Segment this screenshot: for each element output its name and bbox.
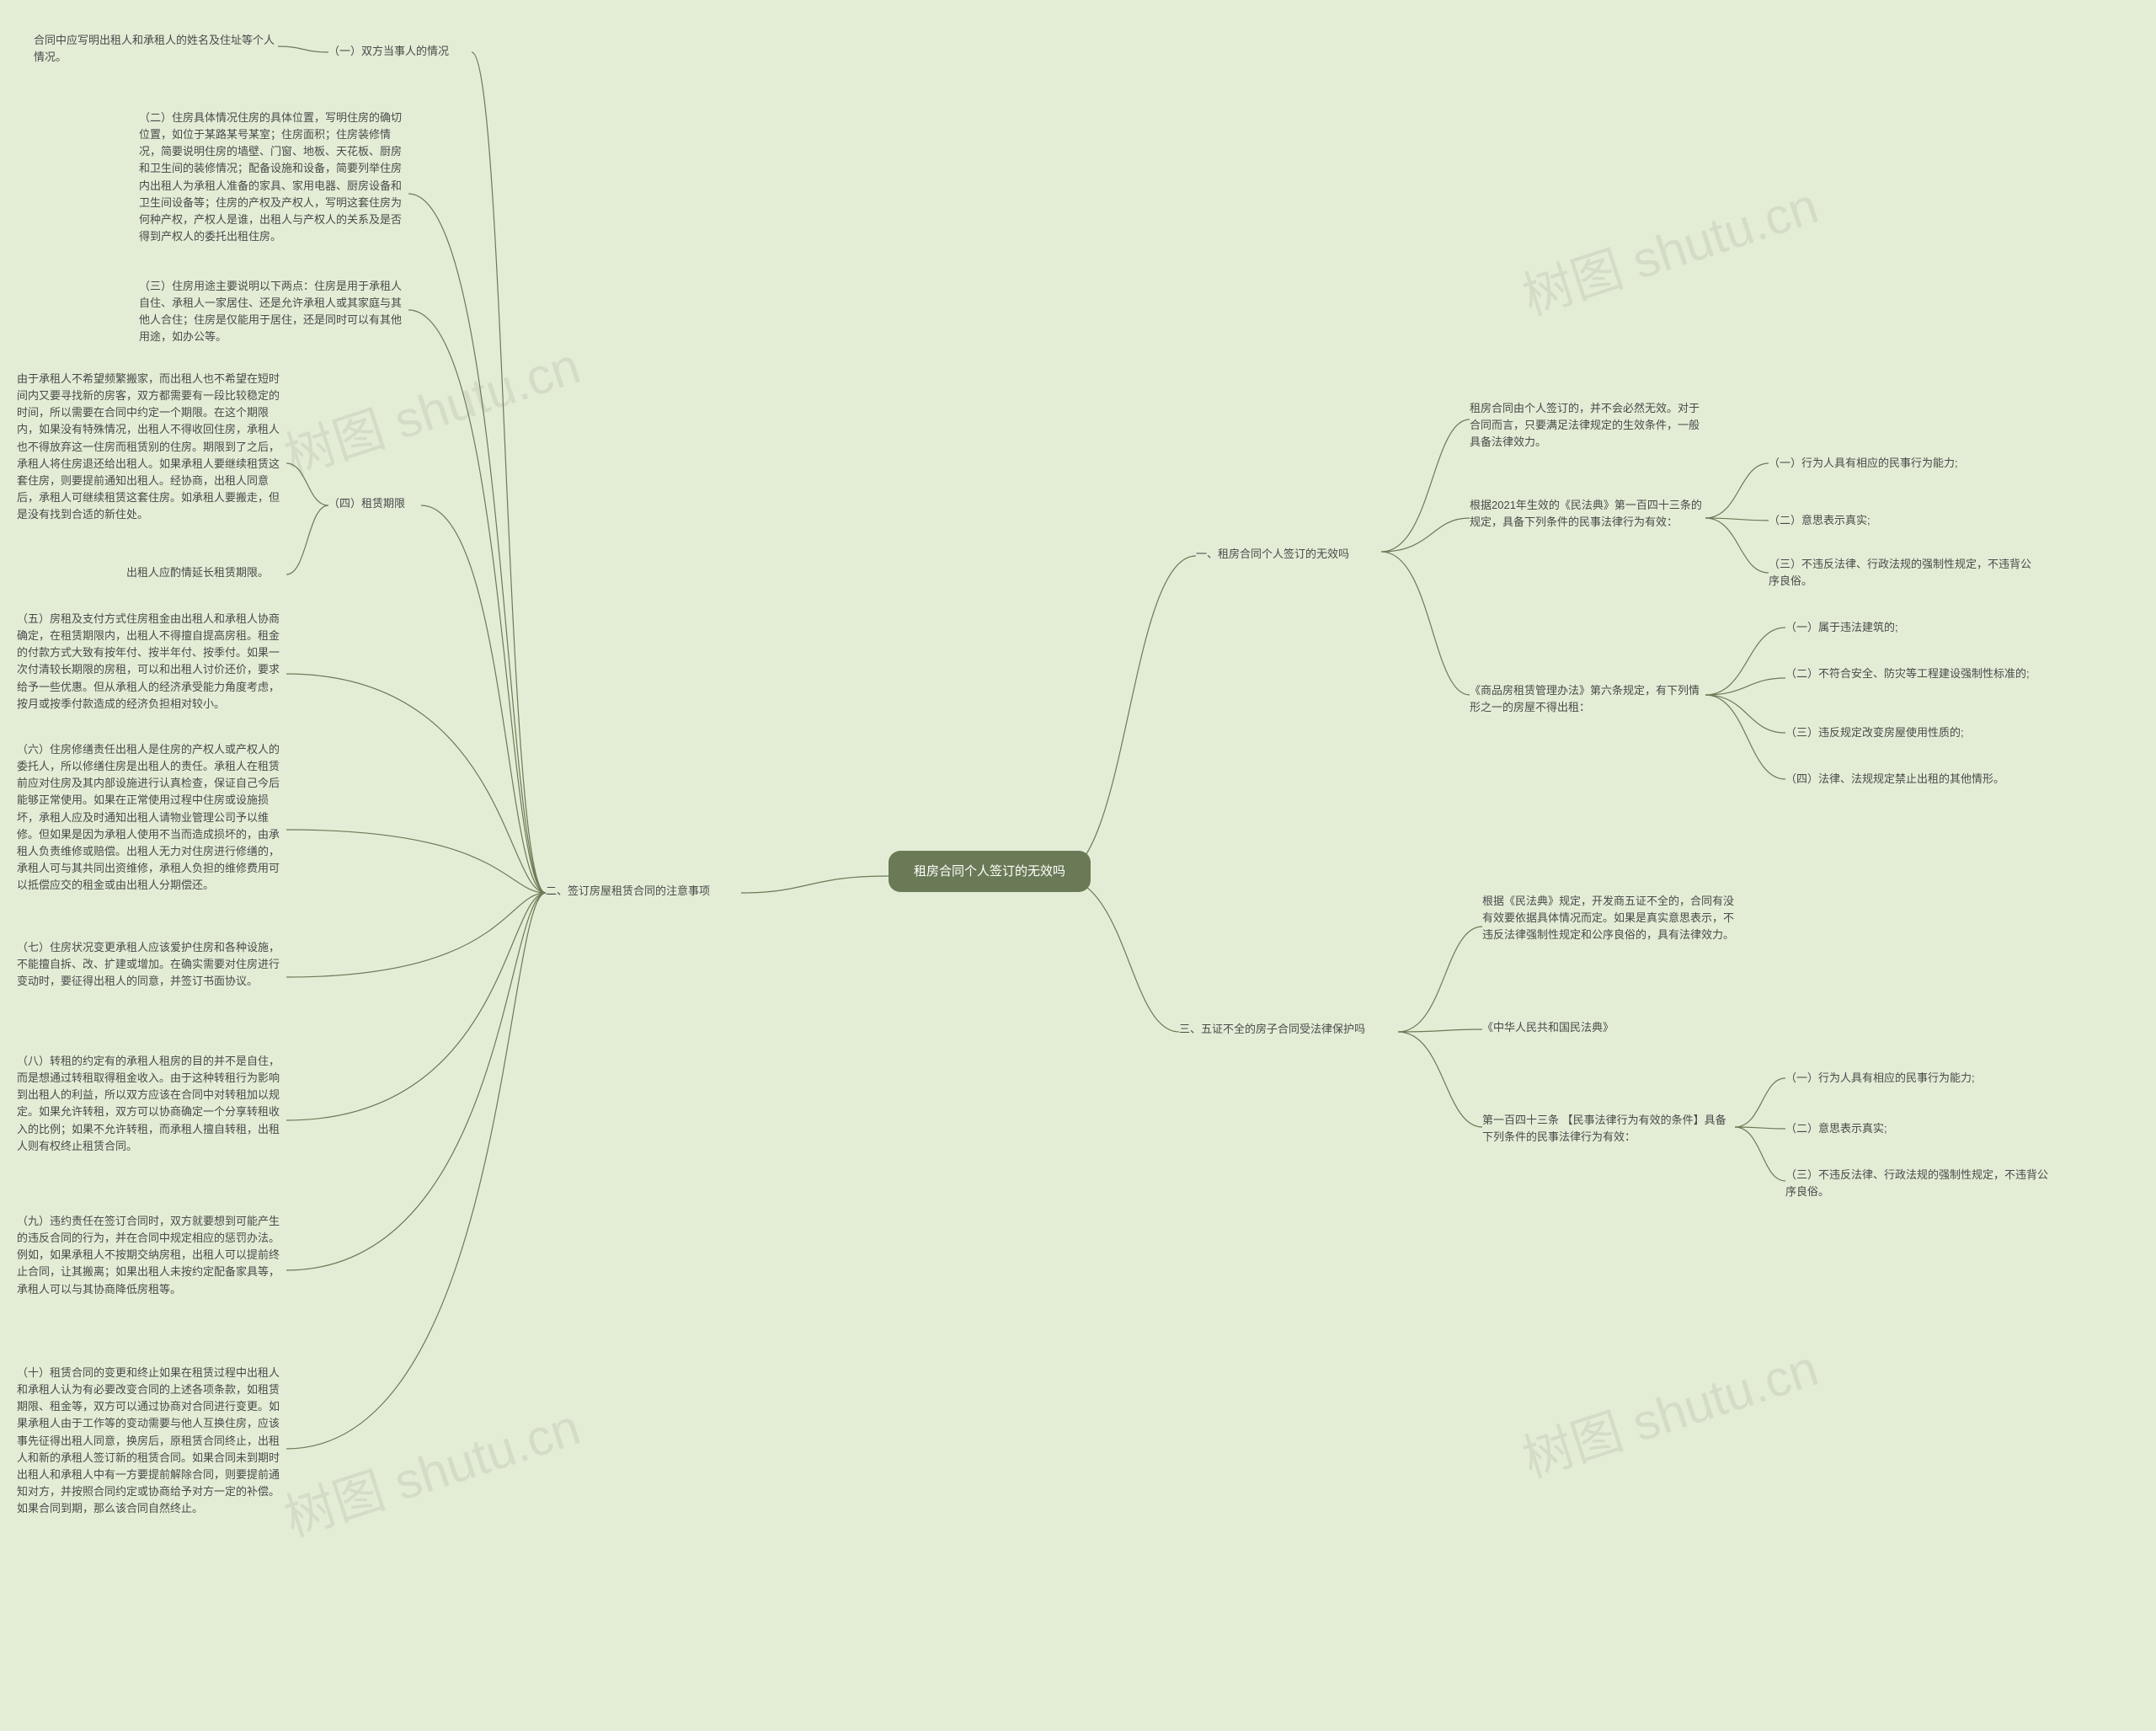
b1-c3-c: （三）违反规定改变房屋使用性质的; <box>1785 724 2038 741</box>
b1-c2-c: （三）不违反法律、行政法规的强制性规定，不违背公序良俗。 <box>1769 556 2038 590</box>
b1-c2-a: （一）行为人具有相应的民事行为能力; <box>1769 455 2021 472</box>
b3-c3-c: （三）不违反法律、行政法规的强制性规定，不违背公序良俗。 <box>1785 1167 2055 1200</box>
b3-c3-b: （二）意思表示真实; <box>1785 1120 2038 1137</box>
b2-c4: （四）租赁期限 <box>328 495 405 512</box>
b2-c8: （八）转租的约定有的承租人租房的目的并不是自住，而是想通过转租取得租金收入。由于… <box>17 1053 286 1155</box>
watermark-2: 树图 shutu.cn <box>1512 165 1826 329</box>
b2-c6: （六）住房修缮责任出租人是住房的产权人或产权人的委托人，所以修缮住房是出租人的责… <box>17 741 286 894</box>
b2-c1: （一）双方当事人的情况 <box>328 43 449 60</box>
b2-c3: （三）住房用途主要说明以下两点：住房是用于承租人自住、承租人一家居住、还是允许承… <box>139 278 408 346</box>
b2-c10: （十）租赁合同的变更和终止如果在租赁过程中出租人和承租人认为有必要改变合同的上述… <box>17 1365 286 1517</box>
b1-c2-b: （二）意思表示真实; <box>1769 512 2021 529</box>
b2-c4-b: 出租人应酌情延长租赁期限。 <box>126 564 345 581</box>
watermark-0: 树图 shutu.cn <box>274 325 588 489</box>
b1-c2: 根据2021年生效的《民法典》第一百四十三条的规定，具备下列条件的民事法律行为有… <box>1470 497 1705 531</box>
b3-c2: 《中华人民共和国民法典》 <box>1482 1019 1701 1036</box>
branch-2-label: 二、签订房屋租赁合同的注意事项 <box>546 883 710 900</box>
b2-c9: （九）违约责任在签订合同时，双方就要想到可能产生的违反合同的行为，并在合同中规定… <box>17 1213 286 1298</box>
watermark-1: 树图 shutu.cn <box>274 1386 588 1551</box>
b2-c4-a: 由于承租人不希望频繁搬家，而出租人也不希望在短时间内又要寻找新的房客，双方都需要… <box>17 371 286 523</box>
b2-c2: （二）住房具体情况住房的具体位置，写明住房的确切位置，如位于某路某号某室；住房面… <box>139 110 408 245</box>
b1-c3-d: （四）法律、法规规定禁止出租的其他情形。 <box>1785 771 2055 788</box>
b1-c1: 租房合同由个人签订的，并不会必然无效。对于合同而言，只要满足法律规定的生效条件，… <box>1470 400 1705 451</box>
branch-1-label: 一、租房合同个人签订的无效吗 <box>1196 546 1349 563</box>
center-node: 租房合同个人签订的无效吗 <box>889 851 1091 892</box>
b1-c3-b: （二）不符合安全、防灾等工程建设强制性标准的; <box>1785 665 2055 682</box>
branch-3-label: 三、五证不全的房子合同受法律保护吗 <box>1179 1021 1398 1038</box>
b2-c5: （五）房租及支付方式住房租金由出租人和承租人协商确定，在租赁期限内，出租人不得擅… <box>17 611 286 713</box>
b3-c3: 第一百四十三条 【民事法律行为有效的条件】具备下列条件的民事法律行为有效： <box>1482 1112 1735 1146</box>
b1-c3-a: （一）属于违法建筑的; <box>1785 619 2038 636</box>
b2-c7: （七）住房状况变更承租人应该爱护住房和各种设施，不能擅自拆、改、扩建或增加。在确… <box>17 939 286 990</box>
b1-c3: 《商品房租赁管理办法》第六条规定，有下列情形之一的房屋不得出租： <box>1470 682 1705 716</box>
center-node-label: 租房合同个人签订的无效吗 <box>914 864 1065 879</box>
watermark-3: 树图 shutu.cn <box>1512 1328 1826 1492</box>
b3-c3-a: （一）行为人具有相应的民事行为能力; <box>1785 1070 2038 1087</box>
b3-c1: 根据《民法典》规定，开发商五证不全的，合同有没有效要依据具体情况而定。如果是真实… <box>1482 893 1743 943</box>
b2-c1-attach: 合同中应写明出租人和承租人的姓名及住址等个人情况。 <box>34 32 278 66</box>
